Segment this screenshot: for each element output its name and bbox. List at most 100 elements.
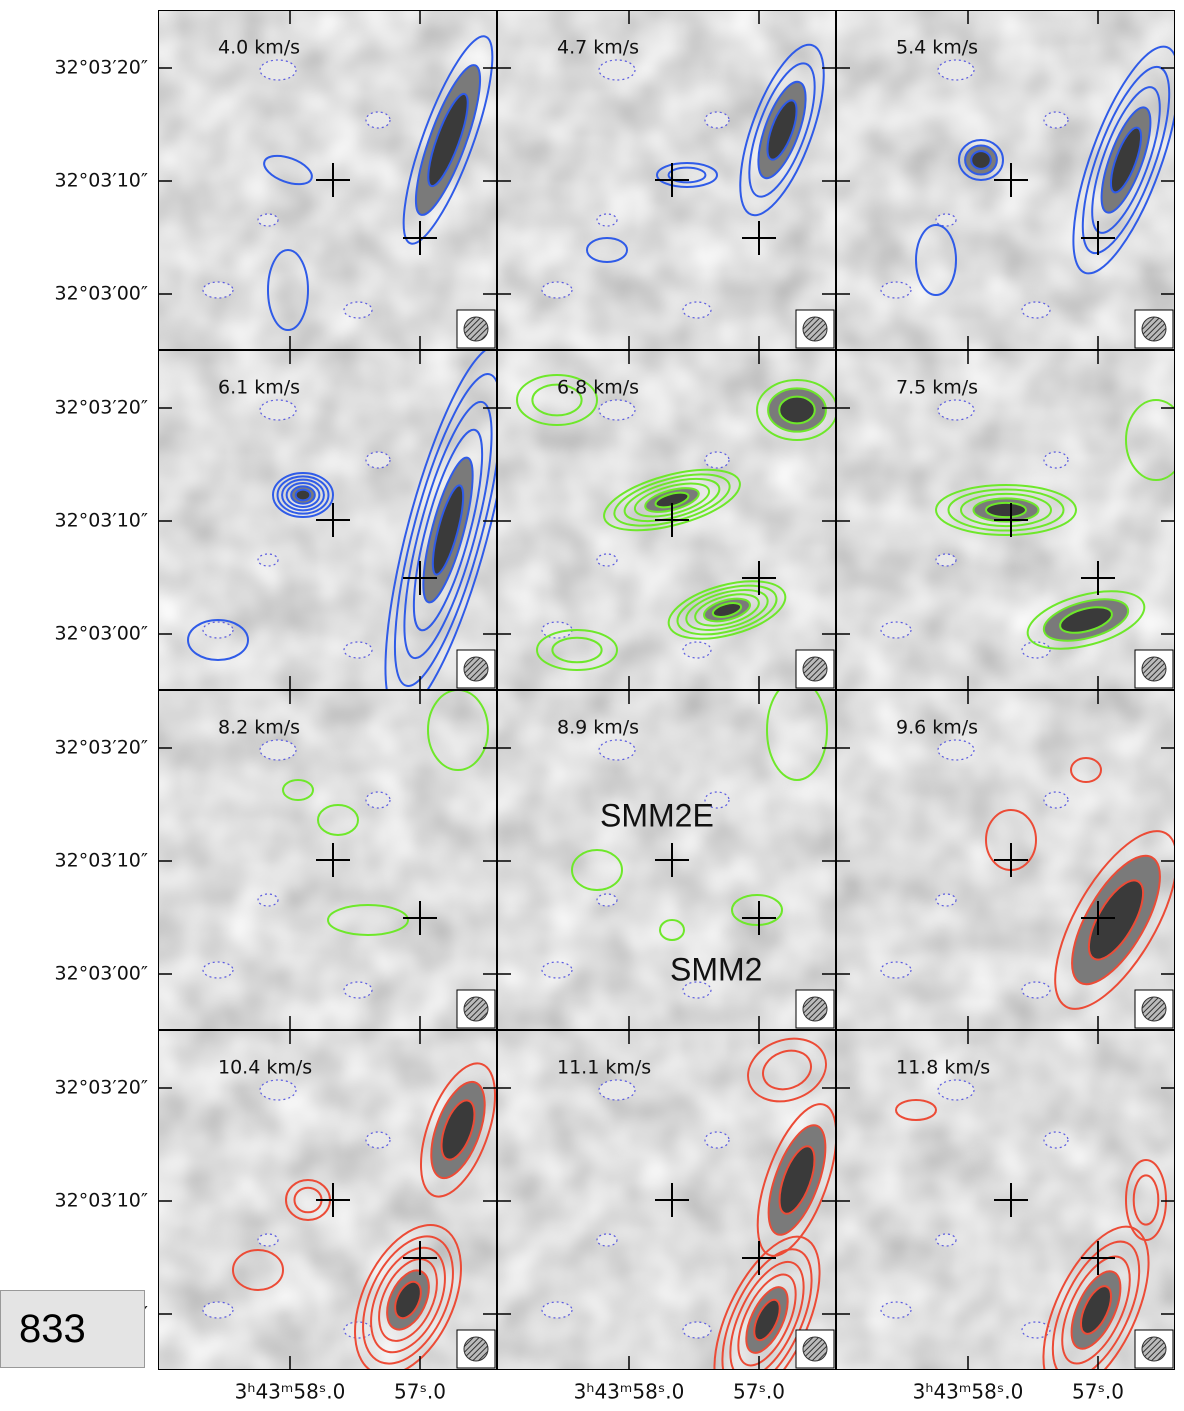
- emission-contour: [281, 478, 325, 512]
- emission-contour: [586, 237, 628, 263]
- dec-tick-label: 32°03′20″: [55, 1077, 148, 1099]
- emission-contour: [327, 904, 409, 936]
- emission-contour: [571, 849, 623, 891]
- emission-contour: [393, 373, 497, 687]
- emission-contour: [384, 350, 497, 690]
- negative-contour: [259, 739, 297, 761]
- emission-contour: [1042, 1225, 1150, 1370]
- negative-contour: [257, 893, 279, 907]
- emission-contour: [1087, 879, 1145, 961]
- emission-contour: [1125, 399, 1175, 481]
- negative-contour: [202, 621, 234, 639]
- negative-contour: [343, 1321, 373, 1339]
- beam: [802, 316, 828, 342]
- velocity-label: 4.7 km/s: [557, 37, 639, 59]
- negative-contour: [598, 1079, 636, 1101]
- emission-contour: [633, 482, 711, 518]
- dec-tick-label: 32°03′00″: [55, 623, 148, 645]
- ra-tick-label: 57ˢ.0: [394, 1380, 446, 1404]
- dec-tick-label: 32°03′00″: [55, 283, 148, 305]
- page-number: 833: [0, 1290, 145, 1368]
- source-annotation: SMM2: [670, 951, 762, 987]
- negative-contour: [343, 301, 373, 319]
- beam: [463, 996, 489, 1022]
- velocity-label: 5.4 km/s: [896, 37, 978, 59]
- emission-contour: [516, 374, 598, 426]
- emission-contour: [985, 501, 1027, 519]
- negative-contour: [880, 621, 912, 639]
- negative-contour: [596, 553, 618, 567]
- beam: [1141, 996, 1167, 1022]
- negative-contour: [682, 981, 712, 999]
- negative-contour: [202, 961, 234, 979]
- emission-contour: [403, 400, 493, 660]
- emission-contour: [778, 395, 816, 425]
- emission-contour: [1051, 1240, 1141, 1370]
- emission-contour: [354, 1224, 462, 1370]
- negative-contour: [935, 213, 957, 227]
- negative-contour: [937, 399, 975, 421]
- emission-contour: [623, 477, 721, 523]
- negative-contour: [343, 981, 373, 999]
- negative-contour: [257, 553, 279, 567]
- emission-contour: [431, 484, 465, 576]
- dec-tick-label: 32°03′20″: [55, 397, 148, 419]
- emission-contour: [737, 1273, 797, 1367]
- emission-contour: [317, 804, 359, 836]
- emission-contour: [667, 580, 787, 640]
- negative-contour: [202, 281, 234, 299]
- ra-tick-label: 3ʰ43ᵐ58ˢ.0: [574, 1380, 685, 1404]
- negative-contour: [935, 553, 957, 567]
- emission-contour: [766, 690, 828, 781]
- beam: [1141, 316, 1167, 342]
- emission-contour: [187, 619, 249, 661]
- emission-contour: [1072, 45, 1175, 275]
- negative-contour: [880, 1301, 912, 1319]
- emission-contour: [285, 482, 321, 508]
- emission-contour: [729, 1260, 805, 1370]
- emission-contour: [263, 154, 313, 186]
- negative-contour: [541, 961, 573, 979]
- negative-contour: [365, 1131, 391, 1149]
- emission-contour: [370, 1246, 446, 1354]
- emission-contour: [694, 593, 760, 627]
- velocity-label: 4.0 km/s: [218, 37, 300, 59]
- emission-contour: [1061, 1255, 1131, 1365]
- negative-contour: [1043, 1131, 1069, 1149]
- velocity-label: 8.2 km/s: [218, 717, 300, 739]
- negative-contour: [365, 111, 391, 129]
- channel-panel: [158, 350, 497, 690]
- channel-panel: [158, 10, 497, 350]
- negative-contour: [1043, 111, 1069, 129]
- velocity-label: 6.8 km/s: [557, 377, 639, 399]
- negative-contour: [682, 301, 712, 319]
- emission-contour: [536, 629, 618, 671]
- dec-tick-label: 32°03′10″: [55, 850, 148, 872]
- emission-contour: [1091, 86, 1161, 234]
- emission-contour: [748, 62, 816, 198]
- emission-contour: [762, 1049, 812, 1091]
- emission-contour: [1081, 65, 1171, 255]
- emission-contour: [667, 166, 707, 184]
- emission-contour: [440, 1099, 476, 1161]
- emission-contour: [420, 1062, 496, 1198]
- negative-contour: [596, 213, 618, 227]
- ra-tick-label: 57ˢ.0: [1072, 1380, 1124, 1404]
- emission-contour: [1132, 1174, 1160, 1226]
- velocity-label: 9.6 km/s: [896, 717, 978, 739]
- emission-contour: [282, 779, 314, 801]
- emission-contour: [402, 35, 494, 245]
- channel-panel: [497, 1030, 836, 1370]
- beam: [463, 1336, 489, 1362]
- emission-contour: [935, 484, 1077, 536]
- emission-contour: [685, 588, 769, 632]
- emission-contour: [412, 428, 484, 632]
- negative-contour: [343, 641, 373, 659]
- channel-panel: [158, 690, 497, 1030]
- dec-tick-label: 32°03′10″: [55, 1190, 148, 1212]
- negative-contour: [202, 1301, 234, 1319]
- negative-contour: [257, 213, 279, 227]
- channel-panel: [497, 350, 836, 690]
- velocity-label: 8.9 km/s: [557, 717, 639, 739]
